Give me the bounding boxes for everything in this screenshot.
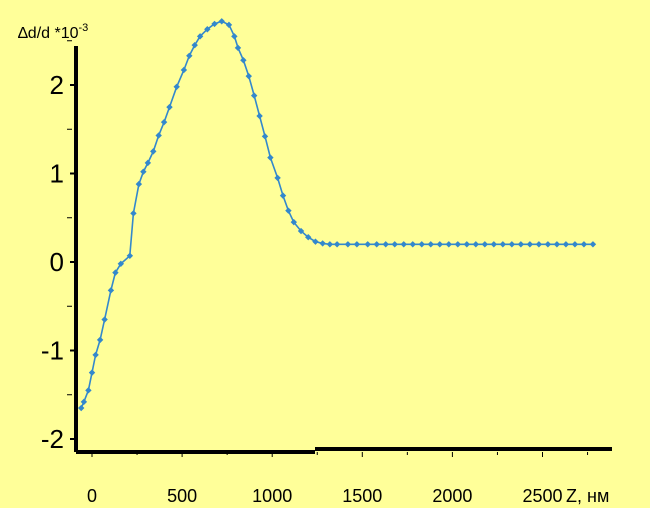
data-point (160, 118, 168, 126)
data-point (261, 133, 269, 140)
data-point (144, 159, 152, 167)
data-point (126, 252, 134, 260)
data-point (427, 241, 434, 248)
data-point (231, 33, 238, 40)
data-point (101, 316, 108, 323)
data-point (326, 241, 334, 248)
data-point (196, 33, 204, 40)
data-point (418, 241, 425, 248)
data-point (225, 21, 233, 29)
data-point (211, 20, 218, 28)
data-point (155, 132, 162, 139)
data-point (256, 112, 263, 120)
data-point (472, 241, 480, 248)
data-point (297, 227, 305, 235)
data-point (333, 241, 341, 248)
x-axis-label: Z, нм (566, 486, 609, 506)
x-tick-label: 500 (167, 486, 197, 506)
data-point (544, 241, 552, 248)
data-point (80, 398, 88, 406)
y-tick-label: 2 (50, 70, 64, 100)
data-point (373, 241, 380, 248)
data-point (218, 18, 225, 25)
data-point (305, 234, 312, 241)
data-point (135, 180, 143, 188)
data-point (562, 241, 570, 248)
data-point (267, 154, 274, 161)
data-point (436, 241, 443, 248)
data-point (499, 241, 507, 248)
y-tick-label: -1 (41, 336, 64, 366)
data-point (92, 351, 99, 359)
data-point (580, 241, 588, 248)
data-point (279, 192, 287, 199)
data-point (535, 241, 543, 248)
data-point (166, 103, 173, 111)
data-point (290, 218, 298, 226)
data-point (112, 269, 119, 276)
data-point (391, 241, 398, 248)
data-point (344, 241, 352, 248)
data-point (180, 66, 188, 74)
data-point (490, 241, 498, 248)
data-point (312, 238, 319, 245)
data-point (382, 241, 389, 248)
data-point (173, 83, 180, 90)
data-point (140, 168, 147, 175)
series-line-path (80, 20, 593, 409)
data-point (409, 241, 416, 248)
data-point (319, 240, 326, 247)
data-point (77, 404, 85, 412)
data-point (85, 387, 92, 394)
data-point (553, 241, 561, 248)
data-point (150, 148, 157, 155)
data-point (186, 52, 193, 59)
y-tick-label: 1 (50, 159, 64, 189)
data-point (353, 241, 361, 248)
data-point (234, 44, 242, 52)
data-point (245, 72, 252, 80)
series-points (77, 18, 597, 412)
data-point (117, 260, 125, 267)
data-point (589, 241, 597, 248)
tick-labels: -2 -1 0 1 2 0 500 1000 1500 2000 2500 (41, 70, 563, 506)
data-point (454, 241, 462, 248)
y-tick-label: -2 (41, 424, 64, 454)
data-point (88, 369, 96, 376)
y-tick-label: 0 (50, 247, 64, 277)
data-point (204, 26, 211, 33)
x-tick-label: 0 (87, 486, 97, 506)
data-point (240, 57, 247, 64)
chart-axes (67, 40, 612, 457)
x-tick-label: 1000 (252, 486, 292, 506)
x-tick-label: 1500 (342, 486, 382, 506)
data-point (526, 241, 534, 248)
x-tick-label: 2000 (432, 486, 472, 506)
data-point (445, 241, 452, 248)
series-line (80, 20, 593, 409)
data-point (508, 241, 516, 248)
data-point (463, 241, 471, 248)
data-point (285, 207, 292, 214)
data-point (107, 287, 115, 294)
data-point (274, 174, 281, 182)
data-point (191, 41, 198, 49)
data-point (364, 241, 371, 248)
data-point (250, 92, 258, 99)
x-tick-label: 2500 (522, 486, 562, 506)
data-point (571, 241, 579, 248)
data-point (481, 241, 489, 248)
data-point (96, 336, 104, 344)
data-point (130, 210, 137, 217)
data-point (517, 241, 525, 248)
y-axis-label: ∆d/d *10-3 (18, 22, 88, 42)
data-point (400, 241, 407, 248)
